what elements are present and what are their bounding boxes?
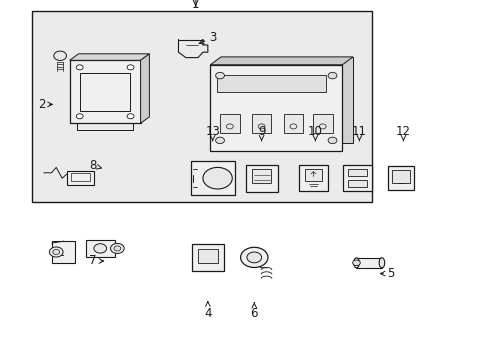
- Bar: [312, 114, 332, 134]
- Text: 6: 6: [250, 302, 258, 320]
- Text: 10: 10: [307, 125, 322, 141]
- Text: 3: 3: [199, 31, 216, 44]
- Bar: [32, 11, 371, 202]
- Text: 2: 2: [38, 98, 52, 111]
- Text: 13: 13: [205, 125, 220, 141]
- Circle shape: [54, 51, 66, 60]
- Circle shape: [76, 114, 83, 119]
- Text: 5: 5: [380, 267, 394, 280]
- Bar: [245, 165, 277, 192]
- Circle shape: [110, 243, 124, 253]
- Bar: [347, 169, 366, 176]
- Polygon shape: [221, 57, 352, 143]
- Text: 7: 7: [89, 255, 103, 267]
- Circle shape: [94, 244, 106, 253]
- Circle shape: [114, 246, 121, 251]
- Text: 9: 9: [257, 125, 265, 141]
- Polygon shape: [70, 54, 149, 60]
- Circle shape: [215, 137, 224, 144]
- Circle shape: [127, 65, 134, 70]
- Bar: [71, 173, 90, 181]
- Bar: [343, 165, 371, 191]
- Bar: [190, 161, 234, 195]
- Bar: [52, 241, 75, 263]
- Polygon shape: [210, 57, 352, 65]
- Text: 11: 11: [351, 125, 366, 141]
- Bar: [80, 73, 130, 111]
- Bar: [85, 240, 115, 257]
- Circle shape: [240, 247, 267, 267]
- Circle shape: [327, 137, 336, 144]
- Circle shape: [49, 247, 63, 257]
- Circle shape: [76, 65, 83, 70]
- Bar: [70, 60, 141, 123]
- Circle shape: [127, 114, 134, 119]
- Circle shape: [246, 252, 261, 263]
- Bar: [347, 180, 366, 187]
- Bar: [217, 75, 325, 93]
- Bar: [220, 114, 239, 134]
- Polygon shape: [141, 54, 149, 123]
- Text: 12: 12: [395, 125, 410, 141]
- Bar: [210, 65, 342, 151]
- Circle shape: [215, 72, 224, 79]
- Bar: [198, 249, 217, 263]
- Bar: [305, 170, 321, 181]
- Text: 4: 4: [203, 302, 211, 320]
- Text: 1: 1: [191, 0, 199, 11]
- Circle shape: [352, 260, 360, 266]
- Circle shape: [327, 72, 336, 79]
- Bar: [251, 169, 271, 183]
- Text: 8: 8: [89, 159, 101, 172]
- Bar: [391, 170, 409, 183]
- Ellipse shape: [378, 258, 384, 268]
- Bar: [299, 165, 327, 191]
- Bar: [356, 258, 381, 268]
- Bar: [283, 114, 303, 134]
- Bar: [251, 114, 271, 134]
- Circle shape: [203, 167, 232, 189]
- Bar: [67, 171, 94, 185]
- Bar: [386, 166, 414, 190]
- Bar: [191, 244, 223, 271]
- Circle shape: [53, 249, 60, 255]
- Ellipse shape: [353, 258, 359, 268]
